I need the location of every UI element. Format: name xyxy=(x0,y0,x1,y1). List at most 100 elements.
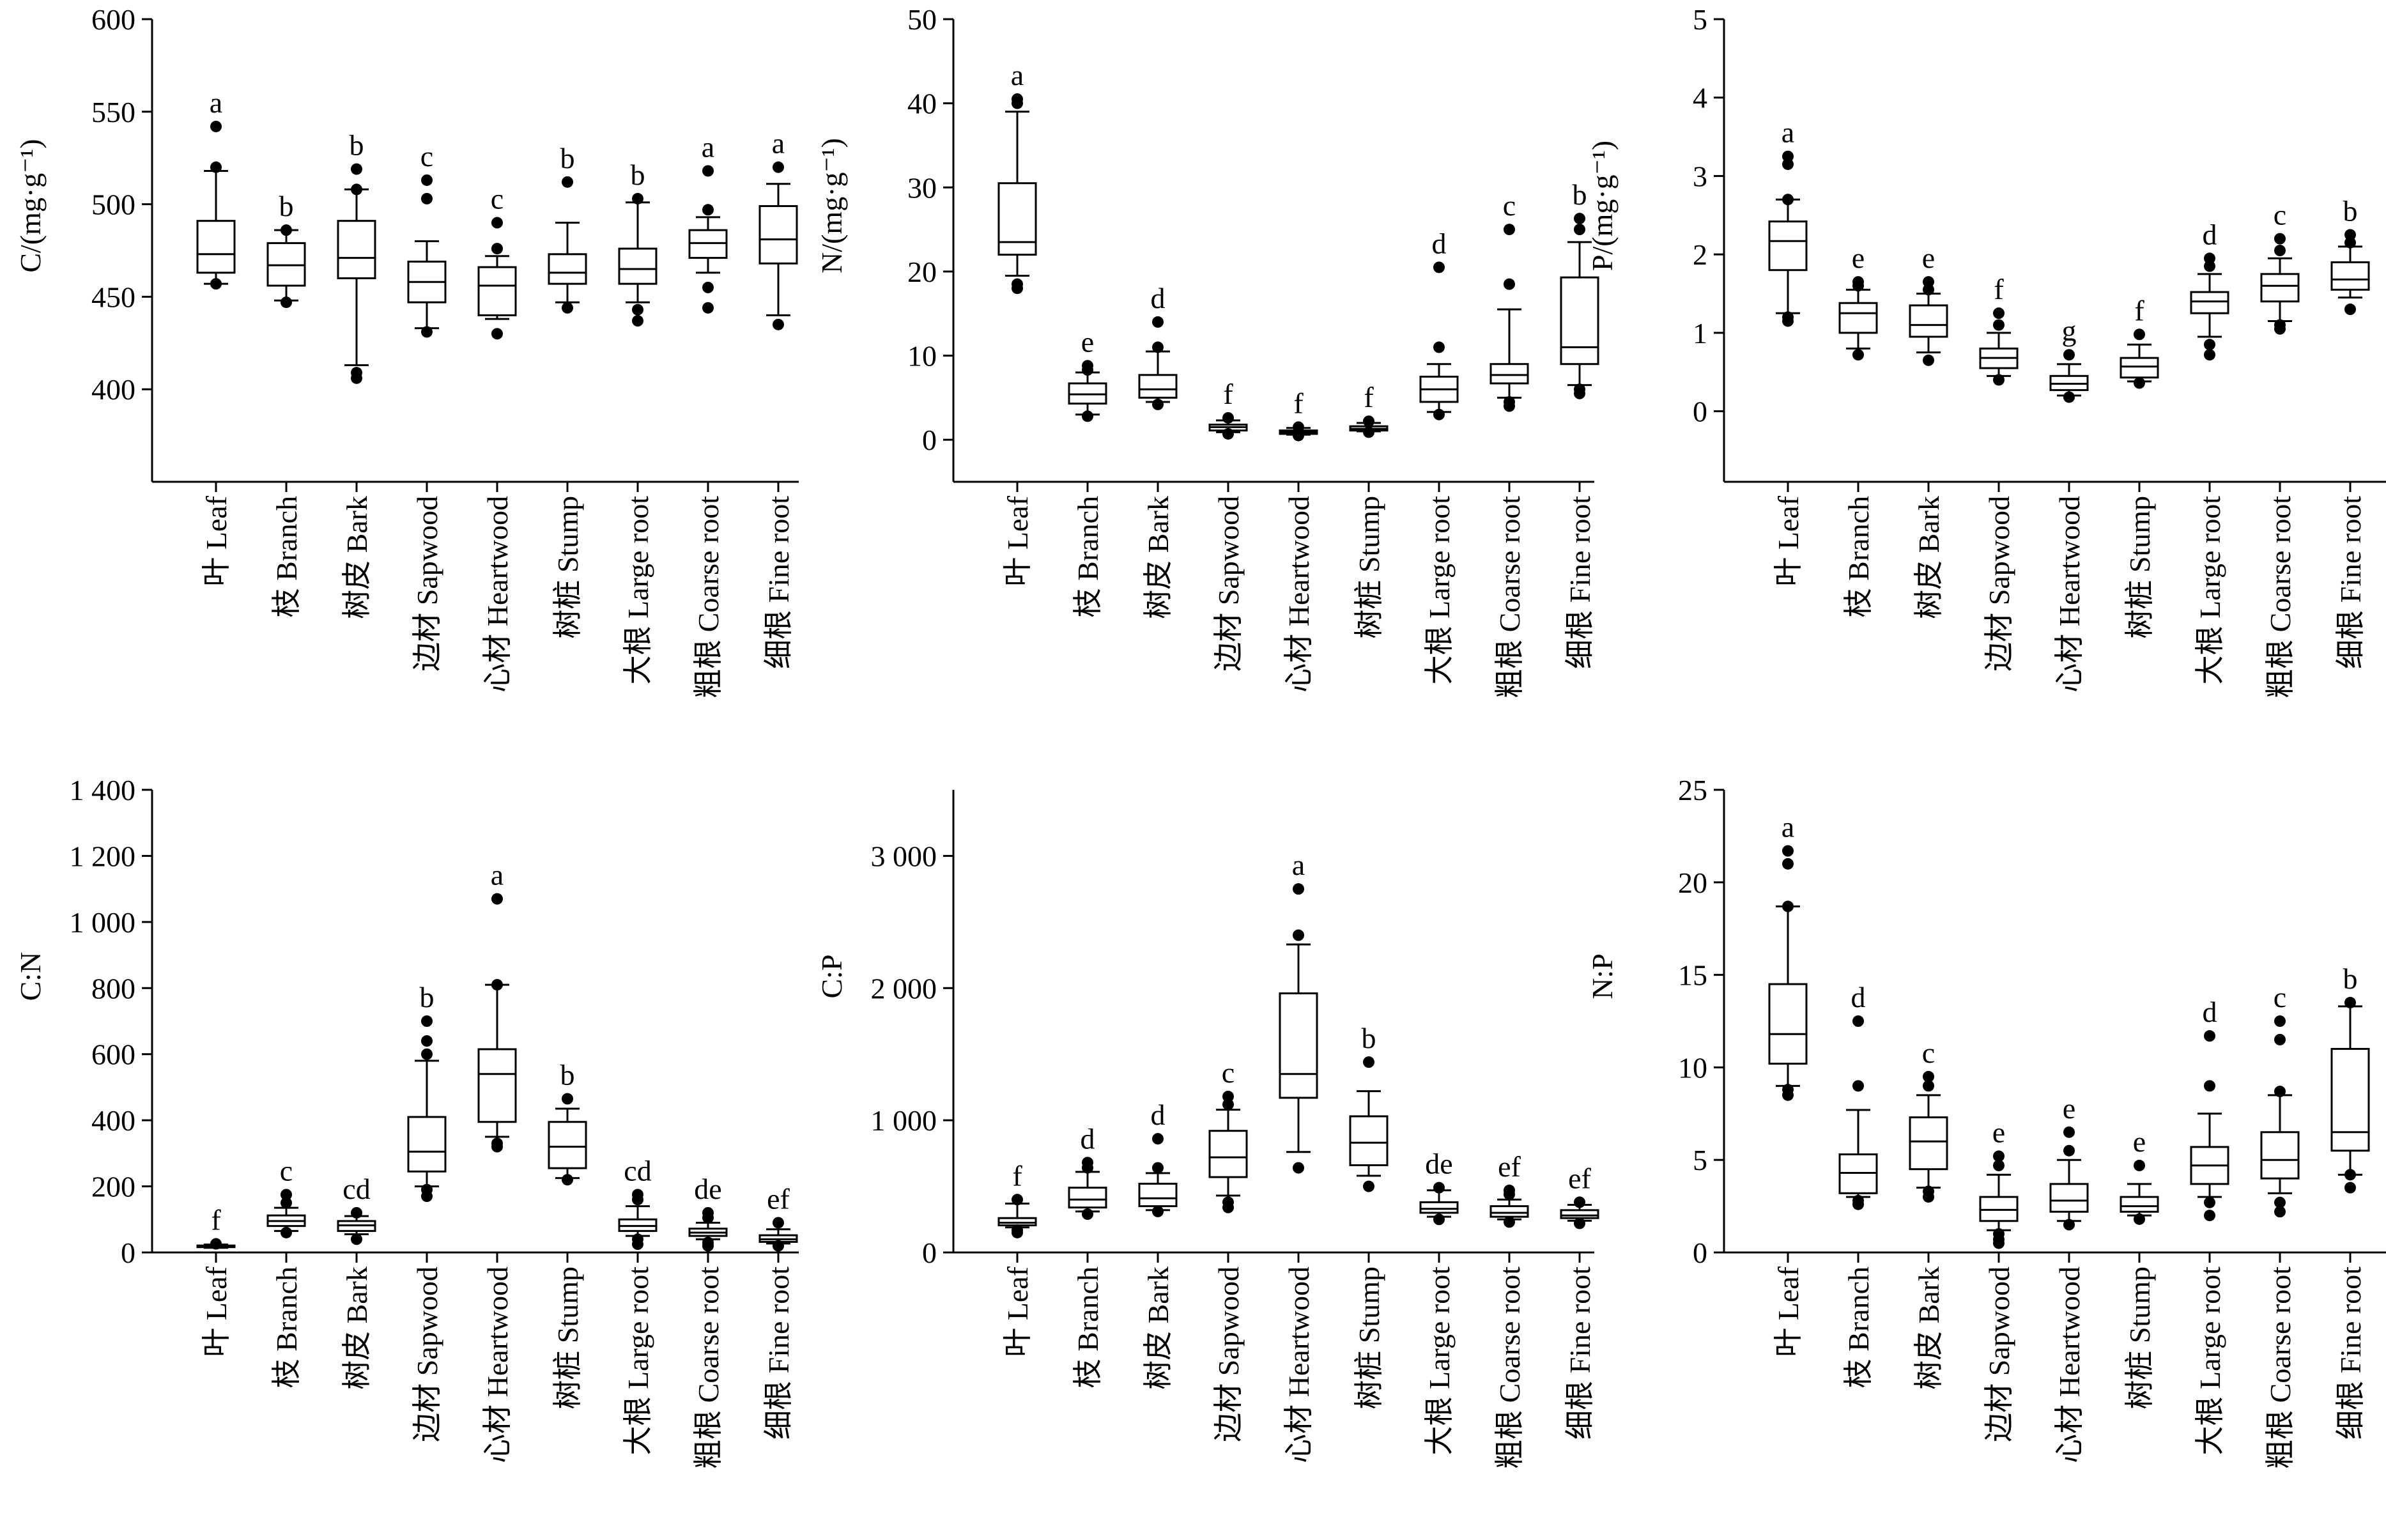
outlier-point xyxy=(1293,883,1304,895)
outlier-point xyxy=(1293,1162,1304,1174)
box-3: d xyxy=(1138,1098,1178,1217)
outlier-point xyxy=(2274,233,2286,245)
x-tick-label: 枝 Branch xyxy=(1842,1267,1875,1388)
outlier-point xyxy=(1504,1216,1515,1228)
outlier-point xyxy=(773,1240,784,1252)
outlier-point xyxy=(1782,858,1794,870)
outlier-point xyxy=(1993,319,2005,331)
y-tick-label: 1 000 xyxy=(70,906,136,939)
outlier-point xyxy=(2344,304,2356,316)
outlier-point xyxy=(2274,1015,2286,1027)
outlier-point xyxy=(632,192,643,204)
box-5: e xyxy=(2049,1092,2089,1231)
significance-letter: c xyxy=(2274,981,2286,1013)
box-8: c xyxy=(2260,199,2300,335)
significance-letter: e xyxy=(1081,325,1094,358)
significance-letter: d xyxy=(1081,1122,1095,1155)
outlier-point xyxy=(351,367,362,379)
outlier-point xyxy=(421,326,433,338)
x-tick-label: 心材 Heartwood xyxy=(481,1267,514,1463)
outlier-point xyxy=(1993,1228,2005,1240)
significance-letter: b xyxy=(279,190,294,222)
outlier-point xyxy=(1852,1015,1864,1027)
iqr-box xyxy=(2260,1131,2300,1180)
x-tick-label: 大根 Large root xyxy=(1423,496,1456,685)
box-2: c xyxy=(266,1155,306,1238)
outlier-point xyxy=(2204,339,2215,351)
iqr-box xyxy=(618,247,658,285)
significance-letter: a xyxy=(210,86,222,119)
x-tick-label: 边材 Sapwood xyxy=(411,496,443,672)
outlier-point xyxy=(1923,276,1934,288)
significance-letter: e xyxy=(2133,1125,2146,1158)
box-4: f xyxy=(1979,273,2019,386)
box-3: cd xyxy=(337,1173,376,1245)
x-tick-label: 枝 Branch xyxy=(1072,1267,1104,1388)
outlier-point xyxy=(1433,1182,1445,1194)
significance-letter: a xyxy=(702,130,714,163)
outlier-point xyxy=(210,120,222,132)
outlier-point xyxy=(210,1238,222,1250)
x-tick-label: 树皮 Bark xyxy=(341,496,373,619)
significance-letter: de xyxy=(694,1173,721,1205)
y-tick-label: 50 xyxy=(907,3,937,36)
box-4: c xyxy=(1208,1056,1248,1213)
outlier-point xyxy=(1152,1205,1164,1217)
outlier-point xyxy=(210,161,222,173)
box-2: b xyxy=(266,190,306,309)
outlier-point xyxy=(1993,374,2005,386)
x-tick-label: 心材 Heartwood xyxy=(2053,1267,2086,1463)
box-9: ef xyxy=(758,1182,798,1252)
box-3: b xyxy=(337,129,376,384)
significance-letter: d xyxy=(1432,227,1447,259)
iqr-box xyxy=(1560,1209,1599,1219)
outlier-point xyxy=(1433,1213,1445,1226)
outlier-point xyxy=(1852,1080,1864,1092)
box-1: a xyxy=(1768,116,1808,327)
outlier-point xyxy=(281,224,292,236)
significance-letter: f xyxy=(1293,387,1304,419)
significance-letter: a xyxy=(491,859,504,891)
x-tick-label: 叶 Leaf xyxy=(1772,1266,1805,1357)
x-tick-label: 树皮 Bark xyxy=(1142,1267,1174,1390)
outlier-point xyxy=(2274,245,2286,256)
iqr-box xyxy=(2330,1047,2370,1152)
x-tick-label: 粗根 Coarse root xyxy=(2264,496,2297,698)
iqr-box xyxy=(407,1116,447,1173)
outlier-point xyxy=(1363,426,1374,438)
significance-letter: ef xyxy=(1568,1162,1591,1194)
x-tick-label: 细根 Fine root xyxy=(762,496,795,669)
iqr-box xyxy=(1349,1115,1389,1166)
outlier-point xyxy=(1993,1150,2005,1162)
iqr-box xyxy=(1768,220,1808,272)
outlier-point xyxy=(2134,1159,2145,1171)
outlier-point xyxy=(1574,1196,1585,1208)
iqr-box xyxy=(2049,1183,2089,1213)
box-5: f xyxy=(1279,387,1318,442)
significance-letter: a xyxy=(1782,116,1794,149)
significance-letter: de xyxy=(1425,1148,1452,1180)
x-tick-label: 细根 Fine root xyxy=(2334,496,2367,669)
outlier-point xyxy=(1993,307,2005,320)
iqr-box xyxy=(2260,273,2300,303)
x-tick-label: 大根 Large root xyxy=(2194,1267,2226,1456)
y-tick-label: 0 xyxy=(1693,1236,1707,1269)
outlier-point xyxy=(1852,1194,1864,1206)
significance-letter: c xyxy=(420,140,433,173)
outlier-point xyxy=(491,328,503,340)
box-4: c xyxy=(407,140,447,338)
iqr-box xyxy=(477,1048,517,1123)
outlier-point xyxy=(632,315,643,327)
box-5: c xyxy=(477,183,517,340)
box-9: b xyxy=(2330,194,2370,316)
outlier-point xyxy=(1782,311,1794,323)
iqr-box xyxy=(1768,983,1808,1065)
y-axis-label: N/(mg·g⁻¹) xyxy=(815,138,848,273)
outlier-point xyxy=(351,1206,362,1219)
box-2: e xyxy=(1838,242,1878,361)
outlier-point xyxy=(2274,1206,2286,1218)
iqr-box xyxy=(1419,1201,1459,1214)
y-axis-label: C/(mg·g⁻¹) xyxy=(14,139,47,272)
outlier-point xyxy=(351,1233,362,1245)
box-1: a xyxy=(196,86,236,290)
